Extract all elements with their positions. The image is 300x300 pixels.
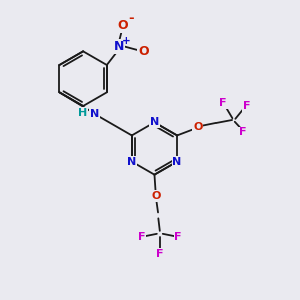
Text: N: N xyxy=(172,157,182,166)
Text: F: F xyxy=(175,232,182,242)
Text: O: O xyxy=(138,45,149,58)
Text: F: F xyxy=(156,249,164,259)
Text: F: F xyxy=(239,128,246,137)
Text: N: N xyxy=(114,40,124,53)
Text: O: O xyxy=(193,122,203,131)
Text: O: O xyxy=(151,191,160,201)
Text: N: N xyxy=(150,117,159,128)
Text: F: F xyxy=(138,232,145,242)
Text: F: F xyxy=(219,98,227,108)
Text: +: + xyxy=(122,36,130,46)
Text: F: F xyxy=(243,101,251,111)
Text: -: - xyxy=(128,12,134,25)
Text: N: N xyxy=(89,109,99,119)
Text: O: O xyxy=(117,19,128,32)
Text: N: N xyxy=(127,157,136,166)
Text: H: H xyxy=(78,108,88,118)
